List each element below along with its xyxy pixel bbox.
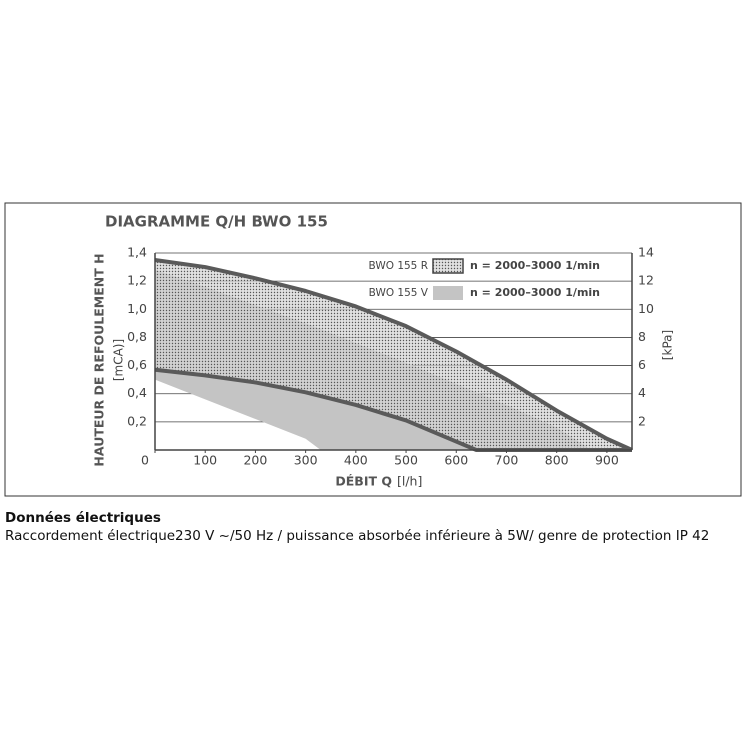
x-tick-label: 800 bbox=[545, 453, 569, 468]
legend-name: BWO 155 R bbox=[369, 260, 429, 272]
x-tick-label: 400 bbox=[344, 453, 368, 468]
x-axis-unit: [l/h] bbox=[397, 474, 422, 489]
x-tick-label: 100 bbox=[193, 453, 217, 468]
doc-heading: Données électriques bbox=[5, 510, 161, 526]
legend-swatch bbox=[432, 258, 464, 274]
y2-tick-label: 6 bbox=[638, 357, 646, 372]
x-tick-label: 200 bbox=[243, 453, 267, 468]
x-axis-label: DÉBIT Q bbox=[335, 474, 392, 489]
y2-tick-label: 14 bbox=[638, 245, 654, 260]
document: Données électriques Raccordement électri… bbox=[5, 509, 709, 545]
y-tick-label: 0,4 bbox=[127, 385, 147, 400]
y2-tick-label: 8 bbox=[638, 329, 646, 344]
y-axis-label: HAUTEUR DE REFOULEMENT H bbox=[92, 253, 107, 466]
y2-tick-label: 10 bbox=[638, 301, 654, 316]
doc-text: Raccordement électrique230 V ~/50 Hz / p… bbox=[5, 528, 710, 544]
y-tick-label: 0,8 bbox=[127, 329, 147, 344]
x-tick-label: 600 bbox=[444, 453, 468, 468]
frame bbox=[4, 202, 742, 497]
x-tick-label: 900 bbox=[595, 453, 619, 468]
legend-name: BWO 155 V bbox=[369, 287, 429, 299]
x-tick-label: 0 bbox=[141, 453, 149, 468]
y-tick-label: 1,4 bbox=[127, 245, 147, 260]
x-tick-label: 500 bbox=[394, 453, 418, 468]
chart-title: DIAGRAMME Q/H BWO 155 bbox=[105, 213, 328, 231]
y2-tick-label: 12 bbox=[638, 273, 654, 288]
legend-label: n = 2000–3000 1/min bbox=[470, 259, 600, 272]
legend-swatch bbox=[433, 286, 463, 300]
curve-upper bbox=[154, 258, 633, 452]
legend: BWO 155 R n = 2000–3000 1/min BWO 155 V … bbox=[369, 258, 600, 300]
y-axis-unit: [mCA)] bbox=[112, 339, 126, 381]
band-area bbox=[155, 260, 632, 450]
y2-axis-label: [kPa] bbox=[661, 330, 675, 360]
legend-label: n = 2000–3000 1/min bbox=[470, 286, 600, 299]
y2-tick-label: 4 bbox=[638, 385, 646, 400]
y-tick-label: 1,0 bbox=[127, 301, 147, 316]
x-tick-label: 700 bbox=[495, 453, 519, 468]
y2-tick-label: 2 bbox=[638, 413, 646, 428]
y-tick-label: 0,6 bbox=[127, 357, 147, 372]
x-tick-label: 300 bbox=[294, 453, 318, 468]
y-tick-label: 0,2 bbox=[127, 413, 147, 428]
y-tick-label: 1,2 bbox=[127, 273, 147, 288]
